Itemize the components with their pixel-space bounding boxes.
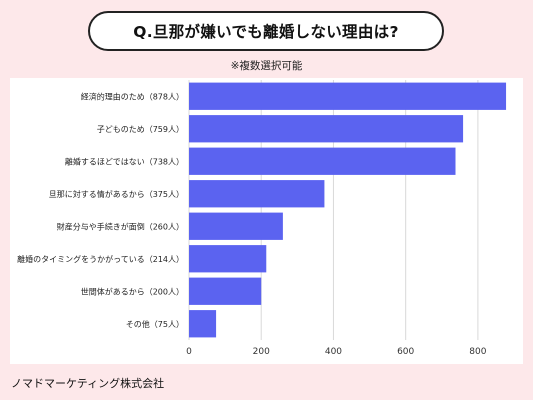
x-tick-label: 600 (397, 347, 414, 357)
bar (189, 277, 262, 305)
chart-title: Q.旦那が嫌いでも離婚しない理由は? (88, 11, 444, 51)
multiple-choice-note: ※複数選択可能 (230, 60, 303, 72)
category-label: 離婚するほどではない（738人） (65, 156, 184, 166)
category-label: 経済的理由のため（878人） (81, 91, 184, 101)
x-tick-label: 0 (186, 347, 192, 357)
bar (189, 310, 217, 338)
bar (189, 245, 267, 273)
chart-panel: 経済的理由のため（878人） 子どものため（759人） 離婚するほどではない（738… (10, 78, 523, 364)
category-label: 子どものため（759人） (97, 125, 184, 134)
category-label: 財産分与や手続きが面倒（260人） (57, 221, 184, 231)
category-label: 離婚のタイミングをうかがっている（214人） (17, 254, 184, 264)
category-label: 世間体があるから（200人） (81, 286, 184, 296)
x-tick-label: 200 (253, 347, 270, 357)
bar (189, 82, 507, 110)
bar (189, 180, 325, 208)
bar (189, 147, 456, 175)
category-label: 旦那に対する情があるから（375人） (49, 189, 184, 199)
company-name: ノマドマーケティング株式会社 (11, 377, 165, 390)
bar-chart: 経済的理由のため（878人） 子どものため（759人） 離婚するほどではない（738… (17, 80, 507, 357)
x-tick-label: 400 (325, 347, 342, 357)
bar (189, 115, 464, 143)
bar (189, 212, 283, 240)
category-label: その他（75人） (126, 319, 184, 329)
x-tick-label: 800 (469, 347, 486, 357)
